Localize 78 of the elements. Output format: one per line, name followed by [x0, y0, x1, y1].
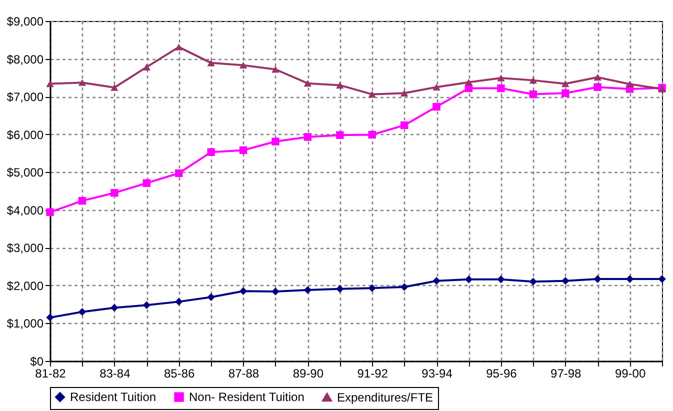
point	[594, 74, 602, 81]
legend-label: Non- Resident Tuition	[189, 390, 304, 404]
point	[658, 275, 666, 283]
x-tick-label: 83-84	[100, 366, 131, 380]
point	[207, 293, 215, 302]
point	[207, 60, 215, 66]
y-tick-label: $0	[30, 354, 44, 368]
y-tick-label: $9,000	[6, 14, 44, 28]
point	[272, 288, 280, 296]
point	[239, 62, 248, 69]
x-tick-label: 95-96	[486, 366, 518, 380]
point	[304, 80, 312, 87]
y-tick-label: $3,000	[6, 241, 44, 256]
point	[368, 284, 376, 292]
x-tick-label: 81-82	[35, 366, 66, 380]
x-tick-label: 85-86	[164, 366, 196, 380]
point	[78, 196, 86, 205]
point	[529, 278, 538, 286]
point	[529, 76, 538, 84]
x-tick-label: 87-88	[228, 366, 260, 380]
point	[497, 84, 505, 92]
point	[432, 102, 440, 111]
point	[368, 90, 376, 98]
point	[46, 314, 54, 322]
y-tick-label: $1,000	[6, 316, 44, 331]
x-tick-label: 89-90	[292, 366, 324, 380]
point	[529, 90, 538, 98]
point	[432, 277, 440, 285]
point	[400, 90, 408, 97]
point	[497, 276, 505, 284]
point	[304, 286, 312, 294]
point	[304, 133, 312, 141]
y-tick-label: $7,000	[6, 90, 44, 104]
legend-label: Resident Tuition	[70, 390, 156, 404]
point	[368, 130, 376, 139]
point	[110, 189, 118, 197]
point	[272, 138, 280, 146]
point	[110, 84, 118, 91]
point	[432, 84, 440, 90]
x-tick-label: 97-98	[550, 366, 582, 380]
point	[464, 78, 473, 86]
point	[110, 304, 118, 312]
point	[626, 80, 634, 88]
point	[561, 80, 570, 88]
point	[561, 277, 570, 285]
point	[78, 79, 86, 86]
point	[336, 82, 344, 89]
legend-label: Expenditures/FTE	[337, 390, 434, 404]
point	[400, 121, 408, 130]
point	[497, 74, 505, 82]
x-tick-label: 91-92	[357, 366, 388, 380]
point	[207, 148, 215, 156]
y-tick-label: $8,000	[6, 52, 44, 66]
point	[46, 80, 54, 88]
x-tick-label: 99-00	[614, 366, 646, 380]
point	[174, 44, 183, 50]
y-tick-label: $5,000	[6, 166, 44, 180]
x-tick-label: 93-94	[422, 366, 453, 380]
point	[78, 308, 86, 316]
point	[142, 64, 151, 70]
point	[174, 298, 183, 306]
point	[561, 89, 570, 98]
y-tick-label: $4,000	[6, 203, 44, 218]
point	[46, 208, 54, 216]
point	[464, 276, 473, 284]
point	[594, 83, 602, 91]
point	[336, 131, 344, 139]
point	[142, 179, 151, 187]
point	[336, 284, 344, 293]
point	[239, 146, 248, 154]
y-tick-label: $2,000	[6, 278, 44, 293]
point	[594, 275, 602, 283]
y-tick-label: $6,000	[6, 128, 44, 142]
point	[142, 301, 151, 309]
point	[174, 169, 183, 178]
point	[272, 66, 280, 73]
point	[239, 287, 248, 295]
point	[400, 283, 408, 291]
